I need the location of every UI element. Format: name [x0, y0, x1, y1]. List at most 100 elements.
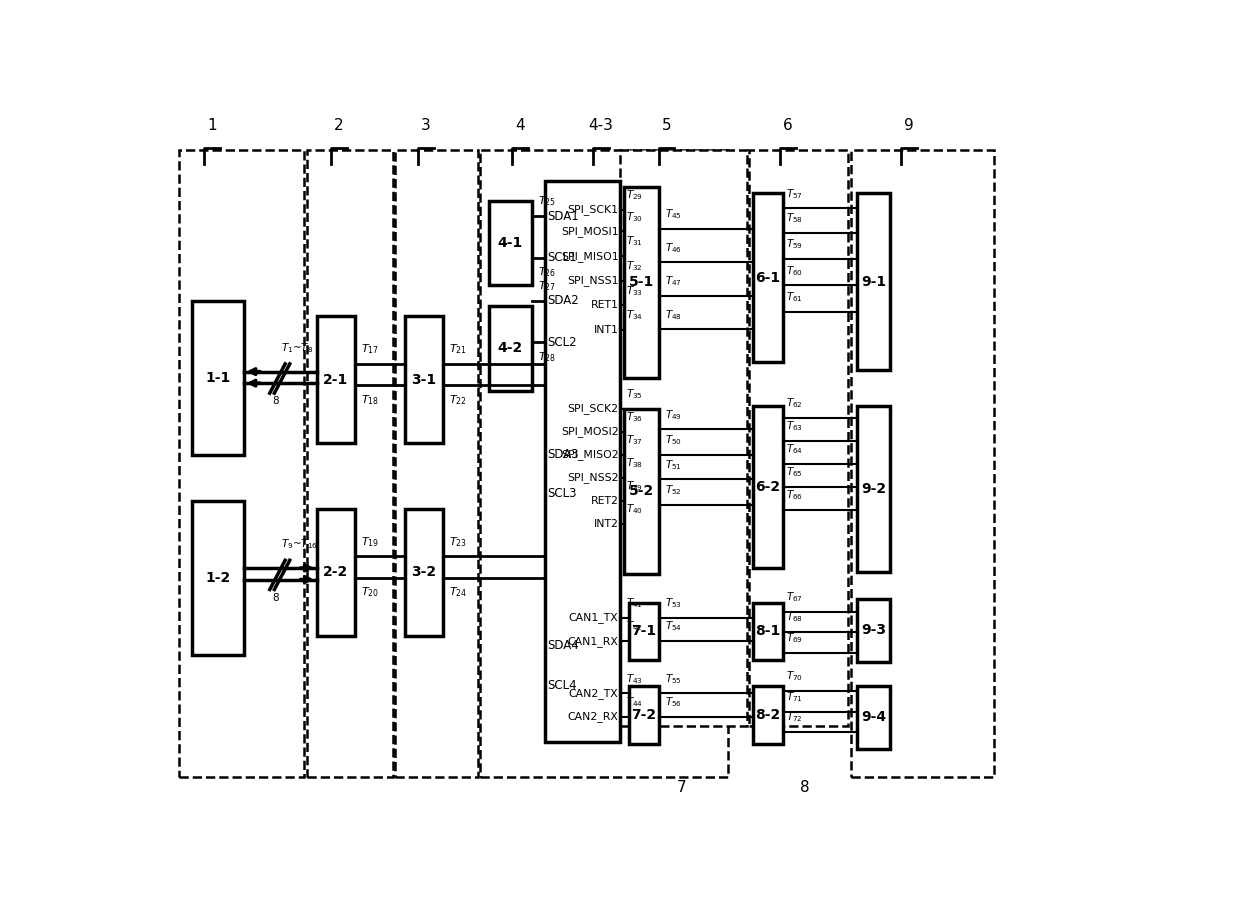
Bar	[192, 501, 243, 655]
Bar	[316, 509, 355, 636]
Text: $T_{45}$: $T_{45}$	[665, 208, 682, 221]
Text: SCL4: SCL4	[547, 679, 577, 693]
Bar	[857, 406, 889, 572]
Text: $T_{71}$: $T_{71}$	[786, 691, 804, 705]
Bar	[316, 317, 355, 443]
Bar	[308, 150, 393, 778]
Text: 6-2: 6-2	[755, 480, 780, 494]
Text: $T_{27}$: $T_{27}$	[538, 279, 556, 293]
Text: RET2: RET2	[590, 496, 619, 506]
Text: $T_{24}$: $T_{24}$	[449, 586, 467, 599]
Text: $T_{36}$: $T_{36}$	[626, 410, 644, 424]
Text: 8: 8	[273, 593, 279, 603]
Text: 2-2: 2-2	[324, 565, 348, 579]
Text: $T_{47}$: $T_{47}$	[665, 274, 682, 288]
Bar	[490, 307, 532, 391]
Text: $T_{21}$: $T_{21}$	[449, 342, 467, 356]
Bar	[749, 150, 848, 726]
Bar	[192, 301, 243, 455]
Text: $T_{26}$: $T_{26}$	[538, 265, 556, 279]
Text: $T_{58}$: $T_{58}$	[786, 211, 804, 225]
Text: 5-2: 5-2	[629, 484, 653, 499]
Text: $T_{32}$: $T_{32}$	[626, 259, 644, 273]
Text: $T_{69}$: $T_{69}$	[786, 631, 804, 645]
Text: 8: 8	[273, 396, 279, 406]
Text: SDA1: SDA1	[547, 210, 579, 222]
Text: $T_{53}$: $T_{53}$	[665, 597, 682, 610]
Text: $T_{17}$: $T_{17}$	[361, 342, 379, 356]
Text: SDA4: SDA4	[547, 640, 579, 652]
Text: 5: 5	[661, 118, 671, 133]
Text: SCL2: SCL2	[547, 336, 577, 349]
Text: CAN2_TX: CAN2_TX	[569, 688, 619, 699]
Bar	[404, 509, 443, 636]
Bar	[630, 603, 658, 661]
Text: 1: 1	[207, 118, 217, 133]
Text: 9-1: 9-1	[861, 274, 887, 288]
Text: $T_{52}$: $T_{52}$	[665, 483, 682, 497]
Bar	[396, 150, 477, 778]
Text: RET1: RET1	[590, 300, 619, 310]
Text: $T_{34}$: $T_{34}$	[626, 308, 644, 322]
Text: SPI_MISO1: SPI_MISO1	[560, 251, 619, 262]
Text: CAN2_RX: CAN2_RX	[568, 711, 619, 722]
Text: $T_{54}$: $T_{54}$	[665, 619, 682, 633]
Text: $T_{66}$: $T_{66}$	[786, 489, 804, 502]
Text: 9-2: 9-2	[861, 482, 887, 496]
Text: $T_{49}$: $T_{49}$	[665, 408, 682, 422]
Text: CAN1_TX: CAN1_TX	[569, 612, 619, 623]
Text: SDA3: SDA3	[547, 448, 579, 461]
Text: 4-3: 4-3	[589, 118, 614, 133]
Text: $T_{35}$: $T_{35}$	[626, 387, 644, 401]
Text: 7-2: 7-2	[631, 707, 656, 722]
Text: 3: 3	[422, 118, 432, 133]
Text: $T_{68}$: $T_{68}$	[786, 610, 804, 624]
Text: $T_{51}$: $T_{51}$	[665, 458, 682, 472]
Text: $T_{72}$: $T_{72}$	[786, 710, 804, 725]
Text: $T_{50}$: $T_{50}$	[665, 434, 682, 447]
Bar	[857, 598, 889, 662]
Text: $T_{40}$: $T_{40}$	[626, 502, 644, 516]
Text: $T_{30}$: $T_{30}$	[626, 210, 644, 224]
Text: SPI_MOSI1: SPI_MOSI1	[560, 226, 619, 237]
Text: $T_{59}$: $T_{59}$	[786, 238, 804, 252]
Text: $T_{22}$: $T_{22}$	[449, 393, 467, 407]
Text: $T_{20}$: $T_{20}$	[361, 586, 379, 599]
Text: $T_{70}$: $T_{70}$	[786, 670, 804, 684]
Text: $T_{43}$: $T_{43}$	[626, 672, 644, 685]
Text: SPI_MOSI2: SPI_MOSI2	[560, 426, 619, 437]
Text: 6-1: 6-1	[755, 271, 780, 285]
Text: $T_{42}$: $T_{42}$	[626, 619, 644, 633]
Text: $T_{39}$: $T_{39}$	[626, 479, 644, 493]
Text: $T_{23}$: $T_{23}$	[449, 535, 467, 549]
Text: 3-2: 3-2	[412, 565, 436, 579]
Bar	[480, 150, 728, 778]
Text: SPI_NSS2: SPI_NSS2	[567, 472, 619, 483]
Text: 2-1: 2-1	[324, 372, 348, 387]
Bar	[754, 193, 782, 362]
Text: $T_{18}$: $T_{18}$	[361, 393, 379, 407]
Bar	[857, 193, 889, 370]
Text: 4-1: 4-1	[497, 236, 523, 250]
Text: $T_{63}$: $T_{63}$	[786, 419, 804, 433]
Bar	[546, 181, 620, 742]
Text: $T_{19}$: $T_{19}$	[361, 535, 379, 549]
Text: SDA2: SDA2	[547, 295, 579, 307]
Text: CAN1_RX: CAN1_RX	[568, 636, 619, 647]
Bar	[857, 685, 889, 748]
Bar	[179, 150, 304, 778]
Text: 5-1: 5-1	[629, 275, 653, 289]
Bar	[490, 200, 532, 285]
Text: $T_{65}$: $T_{65}$	[786, 466, 804, 479]
Text: 6: 6	[784, 118, 792, 133]
Text: 8-2: 8-2	[755, 707, 780, 722]
Text: 2: 2	[335, 118, 343, 133]
Text: SPI_SCK1: SPI_SCK1	[568, 204, 619, 215]
Text: $T_{62}$: $T_{62}$	[786, 396, 804, 410]
Text: SCL3: SCL3	[547, 487, 577, 500]
Text: $T_{46}$: $T_{46}$	[665, 241, 682, 254]
Text: SCL1: SCL1	[547, 251, 577, 264]
Text: $T_{37}$: $T_{37}$	[626, 434, 644, 447]
Text: SPI_SCK2: SPI_SCK2	[568, 404, 619, 414]
Text: $T_{60}$: $T_{60}$	[786, 264, 804, 277]
